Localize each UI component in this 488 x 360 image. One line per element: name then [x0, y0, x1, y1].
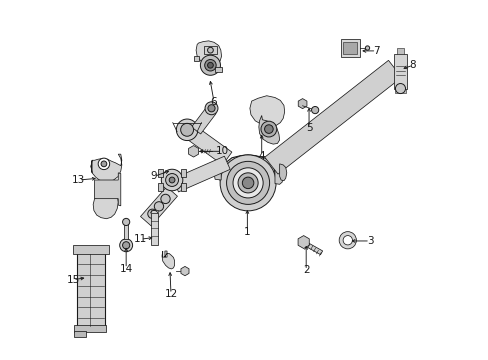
Polygon shape	[158, 183, 163, 191]
Polygon shape	[172, 156, 230, 192]
Circle shape	[207, 105, 215, 112]
Circle shape	[238, 173, 258, 193]
Text: 1: 1	[244, 227, 250, 237]
Text: 4: 4	[258, 150, 264, 161]
Polygon shape	[150, 211, 158, 213]
Circle shape	[165, 174, 178, 186]
Polygon shape	[220, 155, 275, 205]
Circle shape	[204, 59, 216, 71]
Circle shape	[101, 161, 106, 167]
Circle shape	[220, 155, 276, 211]
Circle shape	[242, 177, 253, 189]
Polygon shape	[302, 241, 322, 255]
Polygon shape	[258, 116, 279, 144]
Polygon shape	[150, 213, 158, 244]
Text: 14: 14	[119, 264, 133, 274]
Circle shape	[147, 209, 157, 219]
Text: 10: 10	[215, 146, 228, 156]
Polygon shape	[396, 48, 403, 54]
Circle shape	[395, 84, 405, 94]
Polygon shape	[94, 173, 121, 206]
Circle shape	[207, 62, 213, 68]
Polygon shape	[124, 222, 128, 239]
Polygon shape	[343, 42, 356, 54]
Circle shape	[365, 46, 369, 50]
Polygon shape	[298, 235, 308, 248]
Polygon shape	[74, 325, 106, 332]
Text: 7: 7	[372, 46, 379, 56]
Polygon shape	[74, 330, 86, 337]
Polygon shape	[191, 107, 216, 134]
Polygon shape	[193, 56, 198, 61]
Polygon shape	[188, 145, 198, 157]
Polygon shape	[274, 169, 283, 184]
Polygon shape	[181, 266, 189, 276]
Polygon shape	[179, 121, 231, 165]
Polygon shape	[249, 96, 284, 126]
Circle shape	[311, 107, 318, 114]
Circle shape	[207, 47, 213, 53]
Polygon shape	[196, 41, 221, 64]
Circle shape	[180, 123, 193, 136]
Circle shape	[233, 168, 263, 198]
Polygon shape	[298, 99, 306, 109]
Text: 9: 9	[150, 171, 157, 181]
Polygon shape	[395, 89, 405, 93]
Circle shape	[343, 235, 352, 245]
Text: 5: 5	[305, 123, 312, 133]
Polygon shape	[91, 154, 122, 182]
Circle shape	[154, 202, 163, 211]
Circle shape	[339, 231, 356, 249]
Polygon shape	[264, 60, 401, 174]
Text: 6: 6	[210, 97, 217, 107]
Polygon shape	[73, 245, 109, 253]
Polygon shape	[181, 169, 185, 177]
Circle shape	[261, 121, 276, 137]
Text: 11: 11	[134, 234, 147, 244]
Text: 3: 3	[366, 236, 372, 246]
Circle shape	[176, 119, 198, 140]
Circle shape	[169, 177, 175, 183]
Circle shape	[161, 169, 183, 191]
Circle shape	[120, 239, 132, 252]
Circle shape	[122, 219, 129, 226]
Text: 13: 13	[72, 175, 85, 185]
Polygon shape	[158, 169, 163, 177]
Circle shape	[98, 158, 109, 170]
Polygon shape	[181, 183, 185, 191]
Circle shape	[226, 161, 269, 204]
Polygon shape	[93, 192, 118, 219]
Polygon shape	[340, 39, 360, 57]
Text: 2: 2	[302, 265, 309, 275]
Polygon shape	[77, 248, 105, 328]
Circle shape	[264, 125, 273, 134]
Text: 12: 12	[164, 289, 177, 299]
Text: 8: 8	[409, 60, 415, 70]
Circle shape	[122, 242, 129, 249]
Polygon shape	[393, 54, 406, 89]
Polygon shape	[162, 251, 174, 269]
Circle shape	[204, 102, 218, 115]
Polygon shape	[140, 187, 177, 226]
Text: 15: 15	[66, 275, 80, 285]
Circle shape	[161, 194, 170, 203]
Polygon shape	[215, 67, 222, 72]
Polygon shape	[214, 166, 221, 180]
Circle shape	[200, 55, 220, 75]
Polygon shape	[279, 164, 286, 181]
Polygon shape	[204, 46, 216, 54]
